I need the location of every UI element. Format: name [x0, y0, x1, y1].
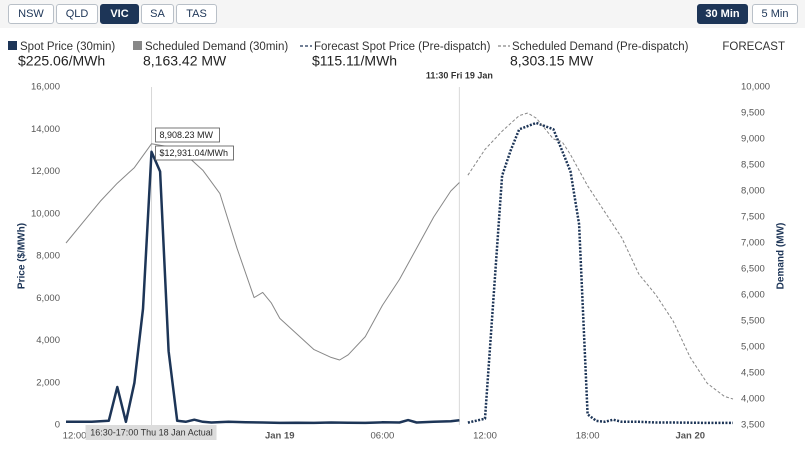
tooltip-box: [155, 127, 220, 143]
toggle-button[interactable]: SA: [141, 4, 174, 24]
y-tick-label: 2,000: [36, 377, 60, 388]
tooltip-text: $12,931.04/MWh: [160, 148, 229, 158]
y2-axis-title: Demand (MW): [776, 223, 787, 290]
tooltip-box: [155, 145, 234, 161]
y-tick-label: 16,000: [31, 82, 60, 93]
y-tick-label: 10,000: [31, 208, 60, 219]
toggle-button[interactable]: 30 Min: [697, 4, 748, 24]
toggle-button[interactable]: TAS: [176, 4, 217, 24]
toggle-button[interactable]: QLD: [56, 4, 98, 24]
legend-label: Forecast Spot Price (Pre-dispatch): [314, 41, 491, 53]
y-tick-label: 14,000: [31, 124, 60, 135]
marker-label-box: [85, 425, 217, 440]
x-tick-label: 12:00: [63, 431, 87, 442]
legend-label: Spot Price (30min): [20, 41, 115, 53]
y-tick-label: 6,000: [36, 293, 60, 304]
y2-tick-label: 9,500: [741, 108, 765, 119]
y2-tick-label: 3,500: [741, 420, 765, 431]
series-line: [467, 112, 734, 400]
y2-tick-label: 6,500: [741, 264, 765, 275]
series-line: [66, 150, 460, 425]
legend-swatch: [8, 41, 17, 50]
y-tick-label: 12,000: [31, 166, 60, 177]
y2-tick-label: 8,000: [741, 186, 765, 197]
y2-tick-label: 5,500: [741, 316, 765, 327]
x-tick-label: Jan 19: [265, 431, 295, 442]
toggle-button[interactable]: NSW: [8, 4, 54, 24]
marker-label: 11:30 Fri 19 Jan: [426, 70, 493, 80]
marker-label: 16:30-17:00 Thu 18 Jan Actual: [90, 427, 212, 437]
y2-tick-label: 6,000: [741, 290, 765, 301]
y2-tick-label: 4,000: [741, 394, 765, 405]
x-tick-label: 18:00: [576, 431, 600, 442]
y2-tick-label: 8,500: [741, 160, 765, 171]
legend-swatch: [133, 41, 142, 50]
legend-value: $115.11/MWh: [312, 53, 397, 69]
legend-value: 8,303.15 MW: [510, 53, 594, 69]
x-tick-label: 06:00: [371, 431, 395, 442]
legend-label: Scheduled Demand (Pre-dispatch): [512, 41, 689, 53]
x-tick-label: 12:00: [473, 431, 497, 442]
y2-tick-label: 5,000: [741, 342, 765, 353]
series-line: [467, 121, 733, 425]
forecast-label: FORECAST: [722, 41, 785, 53]
y2-tick-label: 7,500: [741, 212, 765, 223]
toolbar: NSW QLD VIC SA TAS 30 Min 5 Min: [0, 0, 805, 28]
y2-tick-label: 7,000: [741, 238, 765, 249]
toggle-button[interactable]: 5 Min: [752, 4, 798, 24]
y-tick-label: 4,000: [36, 335, 60, 346]
y2-tick-label: 10,000: [741, 82, 770, 93]
legend-value: 8,163.42 MW: [143, 53, 227, 69]
tooltip-text: 8,908.23 MW: [160, 130, 214, 140]
x-tick-label: Jan 20: [675, 431, 705, 442]
y-axis-title: Price ($/MWh): [17, 223, 28, 289]
y-tick-label: 8,000: [36, 251, 60, 262]
series-line: [65, 143, 460, 361]
y2-tick-label: 9,000: [741, 134, 765, 145]
toggle-button[interactable]: VIC: [100, 4, 139, 24]
y2-tick-label: 4,500: [741, 368, 765, 379]
legend-value: $225.06/MWh: [18, 53, 105, 69]
y-tick-label: 0: [55, 420, 60, 431]
chart: Spot Price (30min)$225.06/MWh Scheduled D…: [8, 41, 787, 442]
legend-label: Scheduled Demand (30min): [145, 41, 288, 53]
